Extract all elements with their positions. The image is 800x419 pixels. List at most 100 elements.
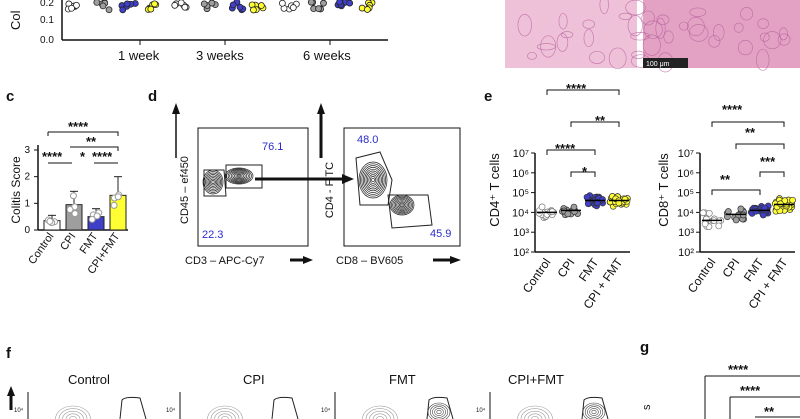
histology-gland [713,24,725,41]
contour-ring [436,409,442,415]
histology-gland [689,7,707,17]
contour-ring [202,169,224,195]
panel-e-dot [737,205,745,213]
histology-gland [540,35,557,58]
histology-gland [558,13,568,30]
panel-e-sig: **** [566,81,587,96]
contour-ring [524,410,546,419]
panel-e-ytick-label: 10⁶ [677,168,694,180]
contour-ring [237,174,241,178]
top-strip-dot [208,0,216,7]
contour-ring [434,408,444,416]
contour-ring [392,196,412,214]
panel-e-bracket [759,171,785,177]
histology-gland [631,50,646,59]
contour-ring [230,171,248,181]
panel-e-ytick-label: 10⁴ [677,207,694,219]
panel-c-dot [69,192,77,200]
histology-gland [527,51,537,60]
histology-gland [759,32,770,42]
contour-ring [233,172,245,180]
contour-ring [361,165,385,195]
svg-text:0.1: 0.1 [40,15,54,26]
panel-g-sig-1: **** [728,362,749,377]
histology-gland [737,40,753,56]
top-strip-dot [346,0,354,7]
histology-gland [679,21,689,31]
contour-ring [371,177,375,183]
panel-label-f: f [6,345,12,362]
contour-ring [589,408,599,416]
panel-c-dot [66,206,74,214]
panel-g-significance: **** **** ** s [641,362,800,419]
top-strip-chart: Col 0.2 0.1 0.0 1 week 3 weeks 6 weeks [8,0,388,63]
panel-d-right-contours [355,151,433,229]
top-strip-dot [151,0,158,8]
panel-d-left-xlabel: CD3 – APC-Cy7 [185,255,264,267]
histology-gland [618,12,633,20]
panel-e-sig: * [582,164,588,179]
scale-bar [643,58,688,68]
contour-ring [227,169,251,183]
panel-label-g: g [640,339,649,356]
histology-gland [627,15,643,37]
top-xtick-1week: 1 week [118,48,160,63]
panel-g-sig-2: **** [740,383,761,398]
contour-ring [229,170,249,182]
panel-c-significance: **** ** **** * **** [42,119,119,164]
panel-e-xlabel: Control [520,256,554,296]
panel-e-bracket [735,143,785,149]
histology-gland [641,10,655,26]
histology-gland [625,0,646,16]
contour-ring [224,167,254,185]
histology-gland [655,17,666,39]
panel-e-bracket [570,121,620,127]
panel-e-dot [599,196,606,203]
panel-e-ytick-label: 10⁷ [678,148,694,160]
panel-e-dot [548,208,556,215]
panel-f-gate [119,396,147,419]
panel-e-dot [752,207,760,215]
histology-gland [643,20,663,39]
contour-ring [207,175,219,189]
panel-c-dot [110,201,118,209]
panel-label-d: d [148,88,157,105]
panel-e-dot [705,209,713,217]
panel-e-sig: ** [595,113,606,128]
panel-e-dot [789,196,796,204]
top-strip-dot [73,1,80,9]
panel-e-ytick-label: 10² [678,247,694,259]
top-strip-dot [119,6,127,14]
panel-c-sig-2: ** [86,134,97,149]
panel-d-left-plot [197,127,309,247]
histology-gland [583,29,594,48]
panel-c-xlabel: CPI [58,231,78,253]
histology-gland [656,14,670,25]
panel-f-gate [271,396,299,419]
histology-gland [556,33,569,52]
panel-d-flow-plots: CD45 – ef450 76.1 22.3 CD3 – APC-Cy7 CD4… [172,103,461,267]
top-strip-dot [68,4,75,12]
histology-image-right [643,0,800,68]
top-strip-dot [171,1,179,9]
panel-f-gate [581,396,609,419]
panel-c-bar-chart: Colitis Score 0 1 2 3 **** ** **** * **** C… [9,119,128,277]
histology-gland [733,22,744,33]
histology-gland [757,18,770,29]
panel-e-sig: ** [745,125,756,140]
contour-ring [362,405,398,419]
panel-d-right-ylabel: CD4 - FITC [324,162,336,218]
top-strip-dot [289,4,297,11]
top-xtick-6weeks: 6 weeks [303,48,351,63]
top-xtick-3weeks: 3 weeks [196,48,244,63]
panel-e-ytick-label: 10² [513,247,529,259]
panel-c-ytick-label: 1 [24,198,30,209]
panel-c-ytick-label: 2 [24,172,30,183]
panel-e-sig: *** [760,154,776,169]
top-strip-dot [257,2,265,9]
panel-f-title-fmt: FMT [389,372,416,387]
panel-c-sig-3: **** [42,149,63,164]
panel-e-sig: **** [555,141,576,156]
top-strip-dot [315,5,322,13]
contour-ring [358,161,388,199]
